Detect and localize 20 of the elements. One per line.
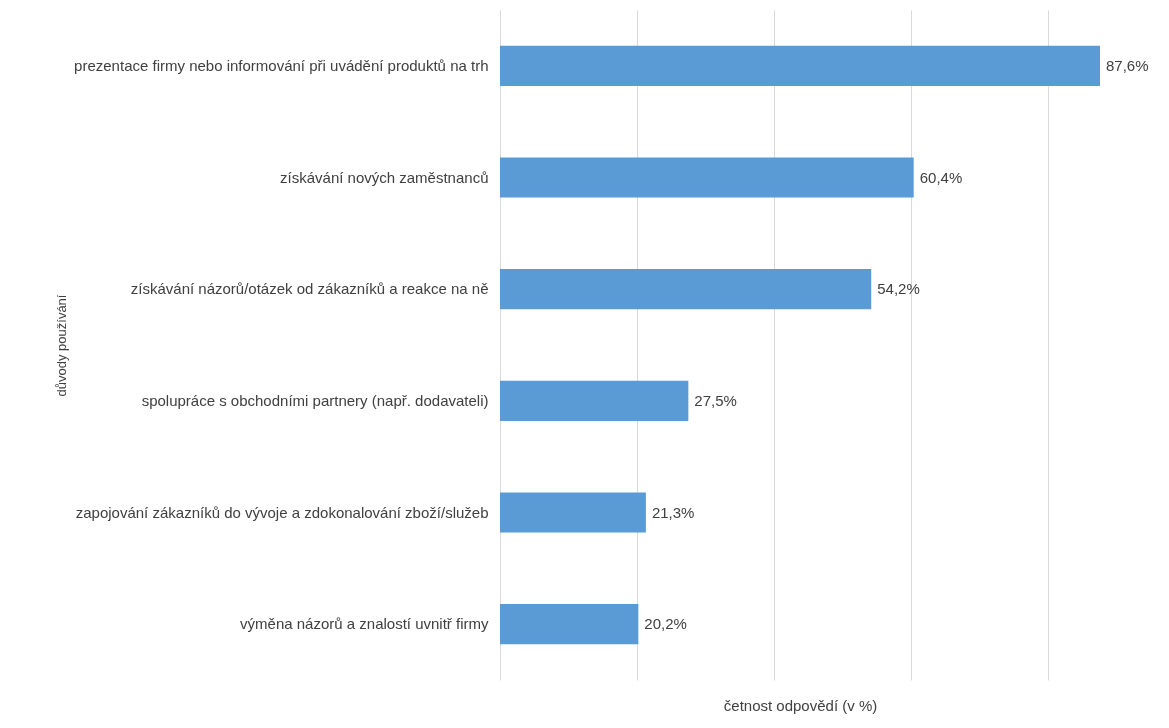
bar — [500, 604, 639, 645]
bar — [500, 380, 689, 421]
y-tick-label: získávání nových zaměstnanců — [280, 168, 489, 186]
y-axis-title: důvody používání — [53, 294, 69, 397]
data-label: 21,3% — [651, 503, 695, 521]
bar — [500, 45, 1100, 86]
data-label: 87,6% — [1106, 56, 1149, 74]
x-axis-title: četnost odpovědí (v %) — [723, 696, 878, 714]
data-label: 20,2% — [644, 615, 687, 633]
y-tick-label: získávání názorů/otázek od zákazníků a reakce na ně — [130, 280, 489, 298]
data-label: 54,2% — [877, 280, 920, 298]
y-tick-label: zapojování zákazníků do vývoje a zdokonalování zboží/služeb — [75, 503, 489, 521]
bar — [500, 157, 914, 198]
data-label: 60,4% — [919, 168, 963, 186]
y-tick-label: prezentace firmy nebo informování při uvádění produktů na trh — [74, 56, 489, 74]
data-label: 27,5% — [694, 391, 737, 409]
bar — [500, 269, 872, 310]
y-tick-label: výměna názorů a znalostí uvnitř firmy — [240, 615, 489, 633]
y-tick-label: spolupráce s obchodními partnery (např. dodavateli) — [141, 391, 489, 409]
bar — [500, 492, 646, 533]
